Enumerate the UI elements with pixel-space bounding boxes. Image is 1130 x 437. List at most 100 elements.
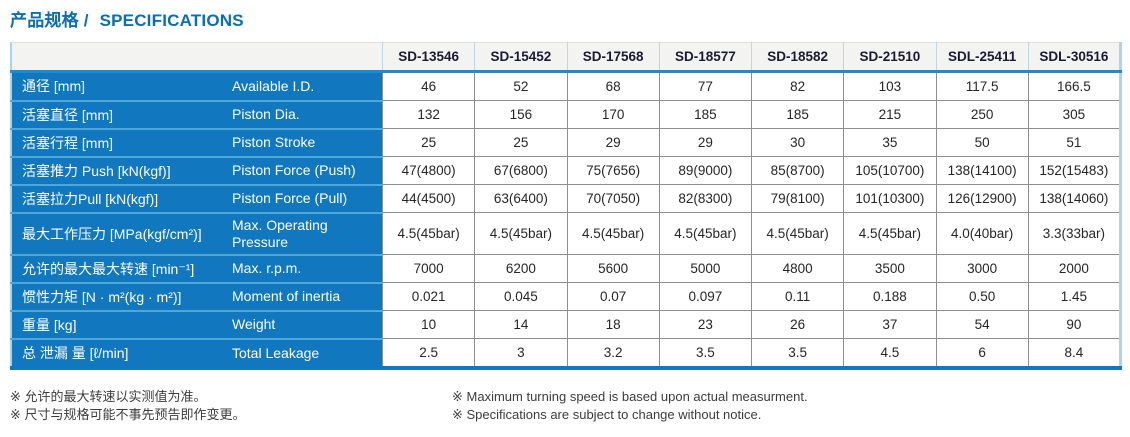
footnotes-zh: ※ 允许的最大转速以实测值为准。 ※ 尺寸与规格可能不事先预告即作变更。: [10, 388, 246, 424]
spec-value: 4.5(45bar): [381, 212, 475, 255]
spec-value: 29: [566, 128, 660, 157]
spec-value: 70(7050): [566, 184, 660, 213]
column-header-sd-15452: SD-15452: [474, 42, 567, 73]
spec-value: 1.45: [1027, 282, 1121, 311]
spec-value: 0.021: [381, 282, 475, 311]
note-line: ※ Maximum turning speed is based upon ac…: [452, 389, 808, 404]
row-label-zh: 活塞推力 Push [kN(kgf)]: [22, 162, 171, 179]
spec-value: 67(6800): [474, 156, 567, 185]
spec-value: 126(12900): [935, 184, 1029, 213]
spec-table-header: SD-13546 SD-15452 SD-17568 SD-18577 SD-18582…: [11, 42, 1121, 73]
table-row: 总 泄漏 量 [ℓ/min] Total Leakage 2.5 3 3.2 3.5 3.5…: [11, 338, 1121, 368]
table-row: 活塞拉力Pull [kN(kgf)] Piston Force (Pull) 44(…: [11, 184, 1121, 214]
spec-value: 26: [750, 310, 844, 339]
table-row: 活塞推力 Push [kN(kgf)] Piston Force (Push) 47…: [11, 156, 1121, 186]
spec-value: 0.07: [566, 282, 660, 311]
row-label: 惯性力矩 [N · m²(kg · m²)] Moment of inertia: [11, 282, 383, 312]
note-line: ※ 尺寸与规格可能不事先预告即作变更。: [10, 407, 246, 422]
row-label: 活塞行程 [mm] Piston Stroke: [11, 128, 383, 158]
spec-value: 51: [1027, 128, 1121, 157]
spec-value: 77: [658, 71, 752, 101]
table-row: 活塞行程 [mm] Piston Stroke 25 25 29 29 30 35 50 51: [11, 128, 1121, 158]
row-label: 允许的最大最大转速 [min⁻¹] Max. r.p.m.: [11, 254, 383, 284]
column-header-sdl-25411: SDL-25411: [935, 42, 1029, 73]
spec-value: 47(4800): [381, 156, 475, 185]
row-label: 通径 [mm] Available I.D.: [11, 71, 383, 102]
row-label-en: Weight: [232, 316, 276, 333]
spec-value: 3.3(33bar): [1027, 212, 1121, 255]
spec-value: 35: [843, 128, 936, 157]
column-header-sd-18577: SD-18577: [658, 42, 752, 73]
spec-value: 6: [935, 338, 1029, 368]
note-line: ※ Specifications are subject to change w…: [452, 407, 762, 422]
spec-table-body: 通径 [mm] Available I.D. 46 52 68 77 82 103 117.5 1…: [11, 71, 1121, 368]
spec-value: 5000: [658, 254, 752, 283]
spec-value: 63(6400): [474, 184, 567, 213]
spec-value: 4.5: [843, 338, 936, 368]
spec-table-corner: [11, 42, 383, 73]
spec-value: 3.5: [750, 338, 844, 368]
row-label-zh: 活塞直径 [mm]: [22, 106, 113, 123]
spec-value: 6200: [474, 254, 567, 283]
spec-value: 0.097: [658, 282, 752, 311]
spec-value: 82(8300): [658, 184, 752, 213]
spec-value: 89(9000): [658, 156, 752, 185]
spec-value: 3000: [935, 254, 1029, 283]
table-row: 通径 [mm] Available I.D. 46 52 68 77 82 103 117.5 1…: [11, 71, 1121, 102]
footnotes-en: ※ Maximum turning speed is based upon ac…: [452, 388, 808, 424]
spec-value: 0.045: [474, 282, 567, 311]
table-row: 重量 [kg] Weight 10 14 18 23 26 37 54 90: [11, 310, 1121, 340]
spec-value: 132: [381, 100, 475, 129]
row-label-en: Piston Force (Push): [232, 162, 356, 179]
spec-value: 52: [474, 71, 567, 101]
spec-value: 7000: [381, 254, 475, 283]
row-label: 活塞直径 [mm] Piston Dia.: [11, 100, 383, 130]
column-header-sd-17568: SD-17568: [566, 42, 660, 73]
spec-value: 37: [843, 310, 936, 339]
row-label-en: Max. r.p.m.: [232, 260, 302, 277]
spec-value: 44(4500): [381, 184, 475, 213]
spec-value: 50: [935, 128, 1029, 157]
table-row: 活塞直径 [mm] Piston Dia. 132 156 170 185 185 215 25…: [11, 100, 1121, 130]
spec-value: 185: [658, 100, 752, 129]
spec-value: 14: [474, 310, 567, 339]
spec-value: 4.5(45bar): [566, 212, 660, 255]
spec-value: 10: [381, 310, 475, 339]
spec-value: 79(8100): [750, 184, 844, 213]
row-label: 重量 [kg] Weight: [11, 310, 383, 340]
spec-value: 2000: [1027, 254, 1121, 283]
specifications-table: SD-13546 SD-15452 SD-17568 SD-18577 SD-18582…: [10, 42, 1122, 370]
row-label: 活塞推力 Push [kN(kgf)] Piston Force (Push): [11, 156, 383, 186]
row-label-en: Piston Dia.: [232, 106, 300, 123]
spec-value: 3.5: [658, 338, 752, 368]
spec-value: 85(8700): [750, 156, 844, 185]
spec-value: 30: [750, 128, 844, 157]
spec-value: 138(14100): [935, 156, 1029, 185]
spec-value: 23: [658, 310, 752, 339]
row-label-zh: 最大工作压力 [MPa(kgf/cm²)]: [22, 225, 202, 242]
spec-value: 2.5: [381, 338, 475, 368]
spec-value: 4.0(40bar): [935, 212, 1029, 255]
table-row: 最大工作压力 [MPa(kgf/cm²)] Max. Operating Pres…: [11, 212, 1121, 256]
row-label-zh: 总 泄漏 量 [ℓ/min]: [22, 344, 129, 361]
spec-value: 166.5: [1027, 71, 1121, 101]
spec-value: 0.188: [843, 282, 936, 311]
spec-value: 4.5(45bar): [843, 212, 936, 255]
spec-value: 29: [658, 128, 752, 157]
page-title: 产品规格 / SPECIFICATIONS: [10, 6, 244, 31]
spec-value: 250: [935, 100, 1029, 129]
row-label-zh: 重量 [kg]: [22, 316, 77, 333]
row-label-en: Moment of inertia: [232, 288, 341, 305]
spec-value: 82: [750, 71, 844, 101]
spec-value: 3: [474, 338, 567, 368]
spec-value: 105(10700): [843, 156, 936, 185]
column-header-sd-21510: SD-21510: [843, 42, 936, 73]
spec-value: 5600: [566, 254, 660, 283]
header-row: SD-13546 SD-15452 SD-17568 SD-18577 SD-18582…: [11, 42, 1121, 73]
spec-value: 117.5: [935, 71, 1029, 101]
spec-value: 3.2: [566, 338, 660, 368]
spec-value: 4800: [750, 254, 844, 283]
spec-value: 25: [381, 128, 475, 157]
spec-value: 185: [750, 100, 844, 129]
page-title-zh: 产品规格 /: [10, 11, 89, 30]
